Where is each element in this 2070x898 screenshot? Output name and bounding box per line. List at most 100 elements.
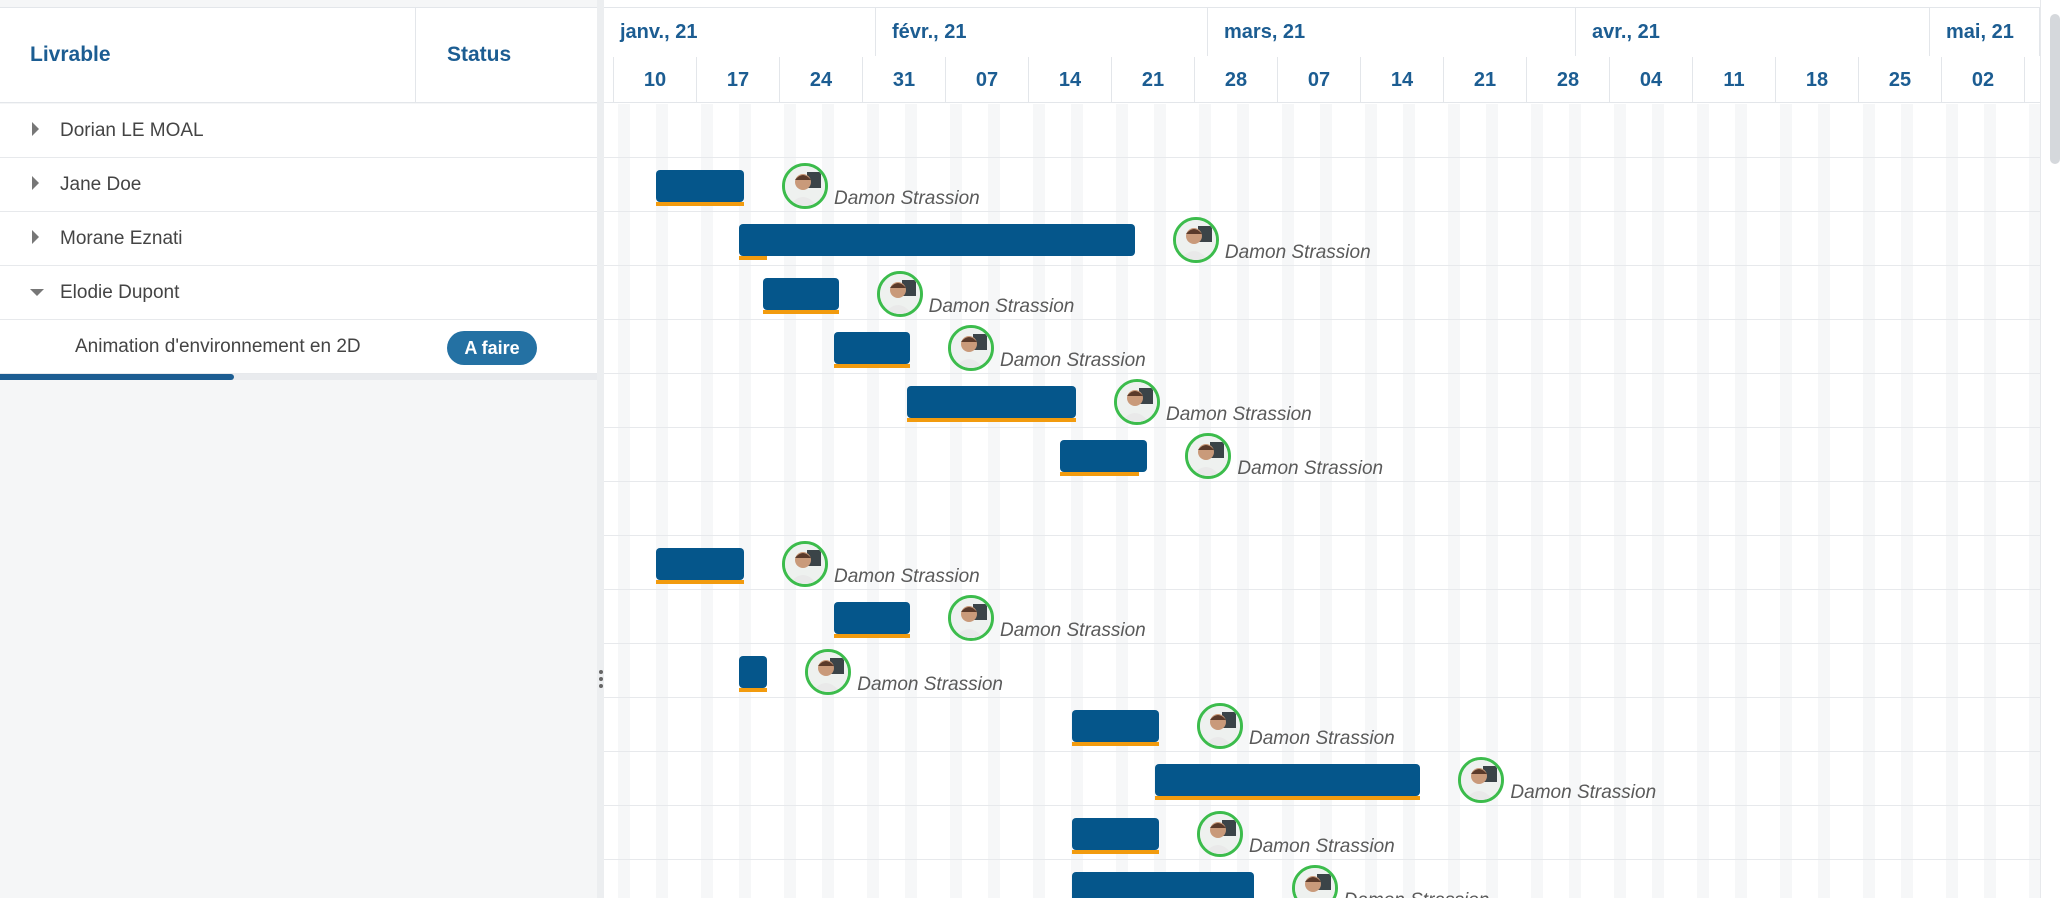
- task-bar[interactable]: [1071, 818, 1159, 850]
- assignee-name: Damon Strassion: [928, 296, 1075, 317]
- task-bar[interactable]: [1071, 872, 1254, 898]
- caret-right-icon[interactable]: [32, 176, 39, 190]
- task-bar[interactable]: [763, 278, 839, 310]
- avatar[interactable]: [781, 541, 828, 587]
- tree-row-label: Dorian LE MOAL: [60, 120, 204, 141]
- task-progress-bar: [739, 256, 767, 260]
- task-bar[interactable]: [656, 548, 744, 580]
- avatar[interactable]: [781, 163, 828, 209]
- column-divider[interactable]: [415, 8, 416, 102]
- avatar[interactable]: [876, 271, 923, 317]
- day-column-stripe: [1033, 104, 1045, 898]
- day-column-stripe: [1652, 104, 1664, 898]
- task-bar[interactable]: [1060, 440, 1148, 472]
- week-cell: 14: [1361, 57, 1444, 103]
- week-cell: 25: [1859, 57, 1942, 103]
- tree-row-jane[interactable]: Jane Doe: [0, 158, 600, 212]
- week-cell: 14: [1029, 57, 1112, 103]
- week-cell: 11: [1693, 57, 1776, 103]
- day-column-stripe: [739, 104, 751, 898]
- day-column-stripe: [1365, 104, 1377, 898]
- task-progress-bar: [656, 202, 744, 206]
- day-column-stripe: [2029, 104, 2040, 898]
- avatar[interactable]: [1291, 865, 1338, 898]
- assignee-name: Damon Strassion: [999, 620, 1146, 641]
- day-column-stripe: [1071, 104, 1083, 898]
- task-bar[interactable]: [906, 386, 1076, 418]
- week-cell: 28: [1527, 57, 1610, 103]
- scrollbar-thumb[interactable]: [2050, 14, 2060, 164]
- avatar[interactable]: [1196, 703, 1243, 749]
- assignee-name: Damon Strassion: [1248, 836, 1395, 857]
- task-bar[interactable]: [656, 170, 744, 202]
- row-separator: [604, 697, 2040, 698]
- task-bar[interactable]: [834, 332, 910, 364]
- week-cell: 07: [946, 57, 1029, 103]
- drag-handle-icon[interactable]: [599, 670, 603, 674]
- avatar[interactable]: [947, 595, 994, 641]
- week-cell: 07: [1278, 57, 1361, 103]
- row-separator: [604, 427, 2040, 428]
- week-cell: 17: [697, 57, 780, 103]
- avatar[interactable]: [1113, 379, 1160, 425]
- row-separator: [604, 481, 2040, 482]
- column-header-livrable[interactable]: Livrable: [30, 43, 111, 66]
- column-header-status[interactable]: Status: [447, 43, 512, 66]
- caret-down-icon[interactable]: [30, 289, 44, 296]
- row-separator: [604, 319, 2040, 320]
- status-badge[interactable]: A faire: [447, 331, 537, 365]
- avatar[interactable]: [805, 649, 852, 695]
- assignee-name: Damon Strassion: [999, 350, 1146, 371]
- assignee-name: Damon Strassion: [857, 674, 1003, 695]
- vertical-scrollbar[interactable]: [2040, 0, 2070, 898]
- assignee-name: Damon Strassion: [1224, 242, 1371, 263]
- day-column-stripe: [1697, 104, 1709, 898]
- day-column-stripe: [1780, 104, 1792, 898]
- tree-row-dorian[interactable]: Dorian LE MOAL: [0, 104, 600, 158]
- caret-right-icon[interactable]: [32, 230, 39, 244]
- month-cell: janv., 21: [604, 8, 876, 56]
- day-column-stripe: [656, 104, 668, 898]
- task-bar[interactable]: [739, 656, 768, 688]
- task-bar[interactable]: [1071, 710, 1159, 742]
- day-column-stripe: [1735, 104, 1747, 898]
- task-bar[interactable]: [739, 224, 1135, 256]
- task-progress-bar: [1154, 796, 1421, 800]
- task-bar[interactable]: [834, 602, 910, 634]
- day-column-stripe: [1863, 104, 1875, 898]
- week-cell: 18: [1776, 57, 1859, 103]
- tree-row-label: Morane Eznati: [60, 228, 183, 249]
- day-column-stripe: [701, 104, 713, 898]
- task-progress-bar: [834, 634, 910, 638]
- row-separator: [604, 157, 2040, 158]
- day-column-stripe: [1486, 104, 1498, 898]
- tree-row-morane[interactable]: Morane Eznati: [0, 212, 600, 266]
- day-column-stripe: [1403, 104, 1415, 898]
- panel-splitter[interactable]: [597, 0, 604, 898]
- avatar[interactable]: [1458, 757, 1505, 803]
- drag-handle-dot[interactable]: [599, 684, 603, 688]
- tree-row-elodie[interactable]: Elodie Dupont: [0, 266, 600, 320]
- day-column-stripe: [1154, 104, 1166, 898]
- avatar[interactable]: [947, 325, 994, 371]
- assignee-name: Damon Strassion: [1248, 728, 1395, 749]
- row-separator: [604, 535, 2040, 536]
- tree-row-animation[interactable]: Animation d'environnement en 2D A faire: [0, 320, 600, 374]
- tree-row-label: Jane Doe: [60, 174, 142, 195]
- caret-right-icon[interactable]: [32, 122, 39, 136]
- task-progress-bar: [834, 364, 910, 368]
- month-cell: avr., 21: [1576, 8, 1930, 56]
- drag-handle-dot[interactable]: [599, 677, 603, 681]
- day-column-stripe: [1901, 104, 1913, 898]
- avatar[interactable]: [1185, 433, 1232, 479]
- day-column-stripe: [1818, 104, 1830, 898]
- avatar[interactable]: [1196, 811, 1243, 857]
- assignee-name: Damon Strassion: [1165, 404, 1312, 425]
- avatar[interactable]: [1172, 217, 1219, 263]
- assignee-name: Damon Strassion: [1510, 782, 1657, 803]
- day-column-stripe: [1946, 104, 1958, 898]
- task-progress-bar: [906, 418, 1076, 422]
- timeline-header: janv., 21 févr., 21 mars, 21 avr., 21 mai, 2…: [604, 7, 2040, 103]
- task-bar[interactable]: [1154, 764, 1421, 796]
- assignee-name: Damon Strassion: [1344, 890, 1490, 898]
